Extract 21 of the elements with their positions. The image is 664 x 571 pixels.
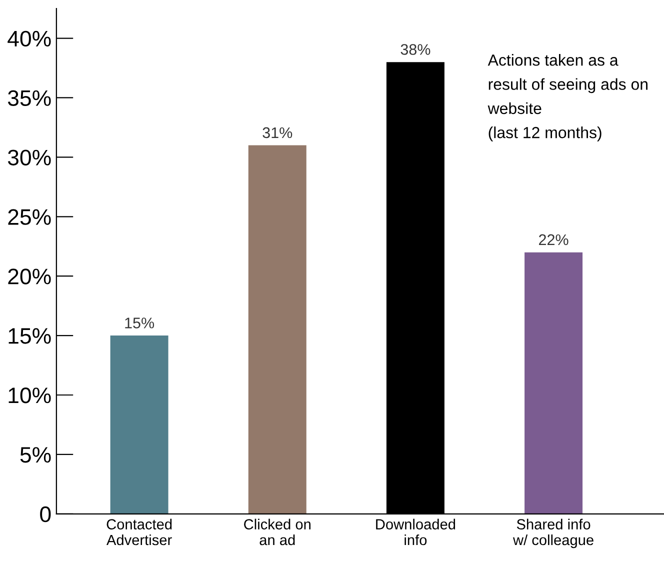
x-tick-label: Shared info w/ colleague	[512, 518, 594, 548]
bar	[524, 252, 583, 514]
y-tick-label: 5%	[20, 447, 51, 463]
x-tick-label: Clicked on an ad	[244, 518, 310, 546]
y-tick-label: 40%	[8, 30, 51, 47]
y-tick-label: 15%	[8, 328, 51, 344]
y-tick-label: 35%	[8, 90, 51, 106]
x-tick-label: Contacted Advertiser	[106, 518, 172, 546]
annotation: Actions taken as a result of seeing ads on website (last 12 months)	[488, 54, 648, 142]
y-tick-label: 20%	[8, 268, 51, 284]
y-tick-label: 30%	[8, 150, 51, 166]
data-label: 38%	[400, 44, 430, 55]
y-tick-label: 25%	[8, 209, 51, 225]
y-tick-label: 10%	[8, 388, 51, 404]
x-tick-label: Downloaded info	[376, 518, 456, 546]
data-label: 15%	[125, 318, 154, 328]
y-tick-label: 0	[40, 506, 51, 522]
bar	[110, 336, 168, 514]
data-label: 22%	[539, 234, 568, 246]
data-label: 31%	[262, 127, 292, 138]
bar	[248, 145, 306, 514]
